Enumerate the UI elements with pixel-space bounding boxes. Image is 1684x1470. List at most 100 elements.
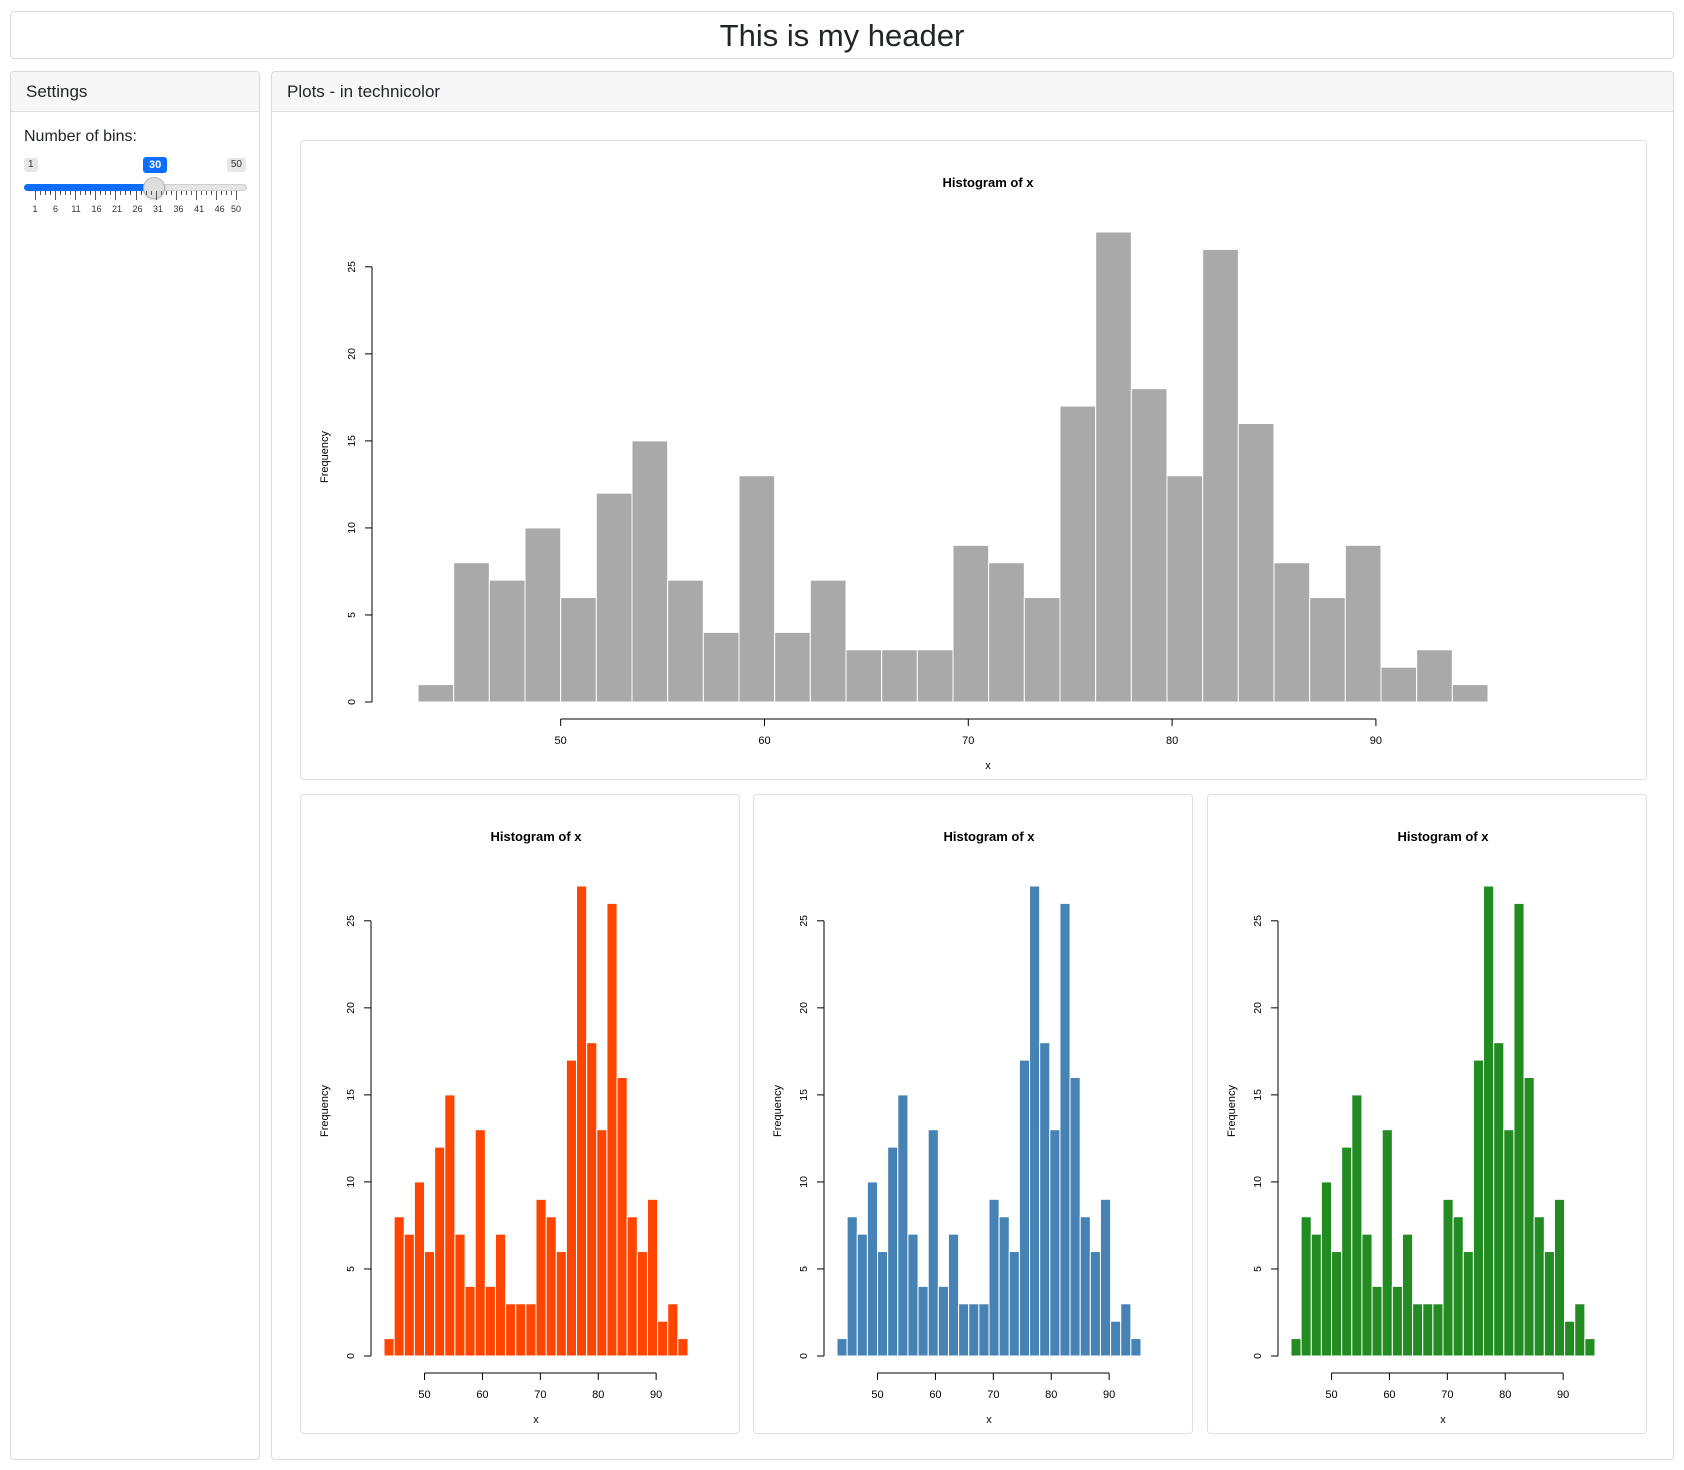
y-tick-label: 25	[345, 915, 357, 927]
slider-grid-tick	[95, 191, 97, 200]
histogram-bar	[494, 1233, 507, 1357]
slider-grid-tick	[135, 191, 137, 200]
chart-title: Histogram of x	[942, 175, 1034, 190]
page-title: This is my header	[719, 18, 965, 53]
histogram-bar	[1029, 885, 1041, 1357]
histogram-bar	[464, 1285, 476, 1357]
header-card: This is my header	[10, 11, 1674, 59]
histogram-bar	[1472, 1059, 1485, 1357]
y-tick-label: 10	[798, 1176, 810, 1188]
x-tick-label: 80	[1166, 735, 1178, 747]
histogram-bar	[1095, 231, 1132, 703]
histogram-bar	[1564, 1320, 1576, 1357]
slider-grid-tick	[35, 191, 36, 200]
slider-grid-tick	[130, 191, 132, 195]
histogram-bar	[1553, 1198, 1566, 1357]
histogram-bar	[887, 1146, 899, 1357]
histogram-bar	[484, 1285, 496, 1357]
slider-grid-tick	[70, 191, 72, 195]
slider-grid-tick	[55, 191, 57, 200]
x-tick-label: 60	[476, 1389, 488, 1401]
histogram-gray: Histogram of x 0 5 10 15 20 25 50 60 70 80 90 x Frequ…	[319, 175, 1489, 772]
histogram-bar	[1351, 1094, 1363, 1357]
histogram-bar	[881, 649, 918, 703]
histogram-bar	[998, 1216, 1010, 1357]
x-tick-label: 90	[650, 1389, 662, 1401]
y-tick-label: 20	[798, 1002, 810, 1014]
plot-red-container: Histogram of x 0 5 10 15 20 25 50 60 70 80 90 x Frequ…	[300, 794, 740, 1434]
slider-grid-tick	[100, 191, 102, 195]
histogram-bar	[667, 1303, 679, 1357]
slider-grid-tick	[155, 191, 157, 200]
histogram-bar	[836, 1338, 848, 1357]
histogram-bar	[576, 885, 588, 1357]
histogram-bar	[1273, 562, 1311, 703]
histogram-bar	[846, 1216, 858, 1357]
histogram-bar	[774, 631, 811, 703]
histogram-blue: Histogram of x 0 5 10 15 20 25 50 60 70 80 90 x Frequ…	[772, 829, 1142, 1426]
y-axis-label: Frequency	[1226, 1085, 1238, 1137]
slider-grid-label: 31	[153, 204, 164, 214]
slider-grid-tick	[180, 191, 182, 195]
histogram-bar	[1237, 422, 1275, 703]
histogram-bar	[1120, 1303, 1132, 1357]
x-tick-label: 70	[962, 735, 974, 747]
bins-slider-fill	[24, 184, 154, 191]
slider-grid-label: 21	[112, 204, 123, 214]
bins-slider-handle[interactable]	[142, 177, 165, 199]
histogram-bar	[1503, 1129, 1515, 1357]
histogram-bar	[927, 1129, 939, 1357]
slider-grid-tick	[165, 191, 167, 195]
histogram-bar	[631, 440, 669, 703]
slider-grid-label: 16	[91, 204, 102, 214]
histogram-bar	[393, 1216, 405, 1357]
histogram-bar	[1574, 1303, 1586, 1357]
histogram-bar	[1309, 597, 1346, 703]
y-axis-label: Frequency	[319, 1085, 331, 1137]
slider-grid-tick	[200, 191, 202, 195]
histogram-bar	[1381, 1129, 1393, 1357]
y-tick-label: 0	[346, 699, 358, 705]
histogram-bar	[1130, 388, 1168, 703]
histogram-bar	[1371, 1285, 1383, 1357]
y-tick-label: 25	[798, 915, 810, 927]
histogram-bar	[1523, 1076, 1535, 1357]
histogram-bar	[1416, 649, 1453, 703]
slider-grid-tick	[120, 191, 122, 195]
x-tick-label: 80	[1045, 1389, 1057, 1401]
slider-grid-tick	[45, 191, 47, 195]
x-tick-label: 50	[1325, 1389, 1337, 1401]
x-tick-label: 50	[871, 1389, 883, 1401]
y-tick-label: 0	[1252, 1353, 1264, 1359]
y-tick-label: 0	[798, 1353, 810, 1359]
y-tick-label: 15	[345, 1089, 357, 1101]
slider-grid-tick	[115, 191, 117, 200]
slider-grid-label: 1	[32, 204, 38, 214]
histogram-bar	[978, 1303, 990, 1357]
histogram-bar	[1089, 1251, 1101, 1357]
slider-grid-tick	[80, 191, 82, 195]
plots-card: Plots - in technicolor Histogram of x 0 5 1…	[271, 71, 1674, 1460]
histogram-bar	[1202, 248, 1239, 703]
histogram-bar	[1290, 1338, 1302, 1357]
histogram-bar	[968, 1303, 980, 1357]
histogram-bar	[417, 684, 455, 703]
slider-grid-tick	[90, 191, 92, 195]
histogram-bar	[616, 1076, 628, 1357]
histogram-bar	[952, 544, 990, 703]
slider-grid-tick	[40, 191, 42, 195]
slider-grid-label: 36	[173, 204, 184, 214]
histogram-bar	[937, 1285, 949, 1357]
slider-grid-tick	[230, 191, 232, 195]
histogram-bar	[907, 1233, 919, 1357]
histogram-bar	[1069, 1076, 1081, 1357]
histogram-bar	[738, 475, 776, 703]
x-tick-label: 70	[534, 1389, 546, 1401]
histogram-bar	[958, 1303, 970, 1357]
histogram-bar	[877, 1251, 889, 1357]
chart-title: Histogram of x	[1397, 829, 1489, 844]
histogram-bar	[1344, 544, 1382, 703]
slider-grid-tick	[175, 191, 177, 200]
y-tick-label: 15	[346, 435, 358, 447]
slider-grid-label: 41	[194, 204, 205, 214]
